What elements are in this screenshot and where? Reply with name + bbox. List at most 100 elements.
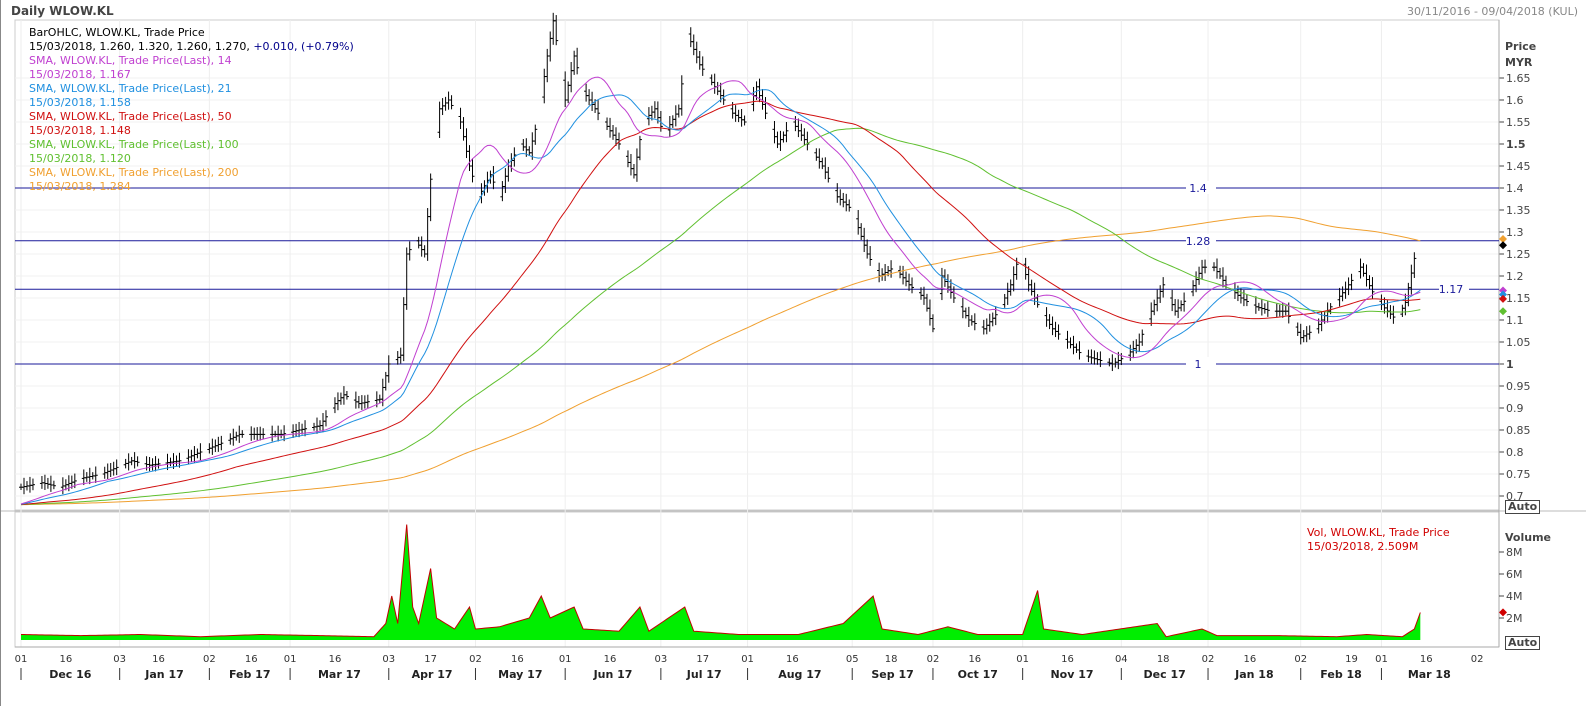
horizontal-line-label: 1.28 (1186, 235, 1211, 248)
price-auto-scale-button[interactable]: Auto (1505, 500, 1541, 514)
x-day-label: 18 (1157, 654, 1170, 665)
price-tick-label: 0.85 (1506, 424, 1531, 437)
price-tick-label: 1 (1506, 358, 1514, 371)
x-day-label: 03 (654, 654, 667, 665)
x-month-label: Feb 18 (1320, 668, 1362, 681)
hline-label-bg (1186, 181, 1216, 194)
horizontal-line-label: 1.4 (1189, 182, 1207, 195)
legend-line: SMA, WLOW.KL, Trade Price(Last), 200 (29, 166, 354, 180)
x-day-label: 05 (846, 654, 859, 665)
price-tick-label: 1.05 (1506, 336, 1531, 349)
x-day-label: 16 (604, 654, 617, 665)
x-day-label: 16 (511, 654, 524, 665)
x-day-label: 02 (1294, 654, 1307, 665)
legend-text: BarOHLC, WLOW.KL, Trade Price (29, 26, 205, 39)
hline-label-bg (1186, 357, 1216, 370)
volume-axis-title: Volume (1505, 531, 1551, 544)
price-legend: BarOHLC, WLOW.KL, Trade Price 15/03/2018,… (29, 26, 354, 194)
volume-tick-label: 8M (1506, 546, 1523, 559)
last-value-marker-sma50 (1499, 294, 1507, 303)
x-day-label: 03 (382, 654, 395, 665)
last-value-marker-sma200 (1499, 235, 1507, 244)
price-tick-label: 1.15 (1506, 292, 1531, 305)
last-value-marker-volume (1499, 608, 1507, 617)
volume-pane (14, 511, 1500, 648)
legend-text: 15/03/2018, 1.167 (29, 68, 131, 81)
legend-text: SMA, WLOW.KL, Trade Price(Last), 50 (29, 110, 232, 123)
chart-title: Daily WLOW.KL (11, 4, 114, 18)
price-tick-label: 1.5 (1506, 138, 1526, 151)
legend-line: 15/03/2018, 1.148 (29, 124, 354, 138)
legend-text: 15/03/2018, 1.284 (29, 180, 131, 193)
x-day-label: 02 (203, 654, 216, 665)
legend-line: 15/03/2018, 1.167 (29, 68, 354, 82)
sma-21-line (20, 89, 1421, 505)
volume-legend: Vol, WLOW.KL, Trade Price 15/03/2018, 2.… (1307, 526, 1450, 554)
x-month-label: Oct 17 (958, 668, 998, 681)
x-month-label: Jan 17 (144, 668, 183, 681)
x-day-label: 16 (329, 654, 342, 665)
x-month-label: Sep 17 (871, 668, 913, 681)
price-tick-label: 0.95 (1506, 380, 1531, 393)
volume-tick-label: 4M (1506, 590, 1523, 603)
price-tick-label: 1.45 (1506, 160, 1531, 173)
price-tick-label: 1.1 (1506, 314, 1524, 327)
horizontal-line-label: 1.17 (1439, 283, 1464, 296)
legend-line: 15/03/2018, 1.120 (29, 152, 354, 166)
legend-line: 15/03/2018, 1.260, 1.320, 1.260, 1.270, … (29, 40, 354, 54)
x-month-label: Feb 17 (229, 668, 271, 681)
volume-tick-label: 6M (1506, 568, 1523, 581)
x-day-label: 02 (469, 654, 482, 665)
price-axis-title: Price (1505, 40, 1536, 53)
price-tick-label: 1.4 (1506, 182, 1524, 195)
price-tick-label: 0.9 (1506, 402, 1524, 415)
x-month-label: Jul 17 (686, 668, 722, 681)
volume-legend-value: 15/03/2018, 2.509M (1307, 540, 1419, 553)
price-tick-label: 0.8 (1506, 446, 1524, 459)
price-tick-label: 1.35 (1506, 204, 1531, 217)
x-day-label: 17 (424, 654, 437, 665)
legend-text: SMA, WLOW.KL, Trade Price(Last), 14 (29, 54, 232, 67)
price-tick-label: 0.7 (1506, 490, 1524, 503)
legend-text: SMA, WLOW.KL, Trade Price(Last), 21 (29, 82, 232, 95)
volume-tick-label: 2M (1506, 612, 1523, 625)
x-day-label: 03 (113, 654, 126, 665)
x-month-label: Dec 17 (1144, 668, 1186, 681)
x-day-label: 18 (885, 654, 898, 665)
x-day-label: 02 (1202, 654, 1215, 665)
last-value-marker-price (1499, 241, 1507, 250)
legend-line: 15/03/2018, 1.158 (29, 96, 354, 110)
price-axis-unit: MYR (1505, 56, 1533, 69)
x-day-label: 16 (968, 654, 981, 665)
x-day-label: 04 (1115, 654, 1128, 665)
price-tick-label: 1.25 (1506, 248, 1531, 261)
x-day-label: 02 (1471, 654, 1484, 665)
last-value-marker-sma21 (1499, 290, 1507, 299)
x-day-label: 16 (245, 654, 258, 665)
x-month-label: Nov 17 (1050, 668, 1093, 681)
x-day-label: 16 (1061, 654, 1074, 665)
x-day-label: 17 (696, 654, 709, 665)
horizontal-line-label: 1 (1195, 358, 1202, 371)
legend-text: 15/03/2018, 1.260, 1.320, 1.260, 1.270, (29, 40, 250, 53)
hline-label-bg (1186, 233, 1216, 247)
x-day-label: 16 (152, 654, 165, 665)
x-day-label: 01 (15, 654, 28, 665)
x-month-label: Apr 17 (412, 668, 453, 681)
volume-auto-scale-button[interactable]: Auto (1505, 636, 1541, 650)
x-day-label: 16 (1244, 654, 1257, 665)
x-day-label: 16 (786, 654, 799, 665)
price-tick-label: 1.3 (1506, 226, 1524, 239)
legend-line: SMA, WLOW.KL, Trade Price(Last), 14 (29, 54, 354, 68)
price-tick-label: 1.65 (1506, 72, 1531, 85)
price-tick-label: 1.6 (1506, 94, 1524, 107)
x-day-label: 02 (927, 654, 940, 665)
legend-line: SMA, WLOW.KL, Trade Price(Last), 50 (29, 110, 354, 124)
x-day-label: 19 (1345, 654, 1358, 665)
x-day-label: 01 (741, 654, 754, 665)
hline-label-bg (1439, 282, 1469, 296)
ohlc-bars (19, 12, 1417, 495)
x-day-label: 01 (559, 654, 572, 665)
